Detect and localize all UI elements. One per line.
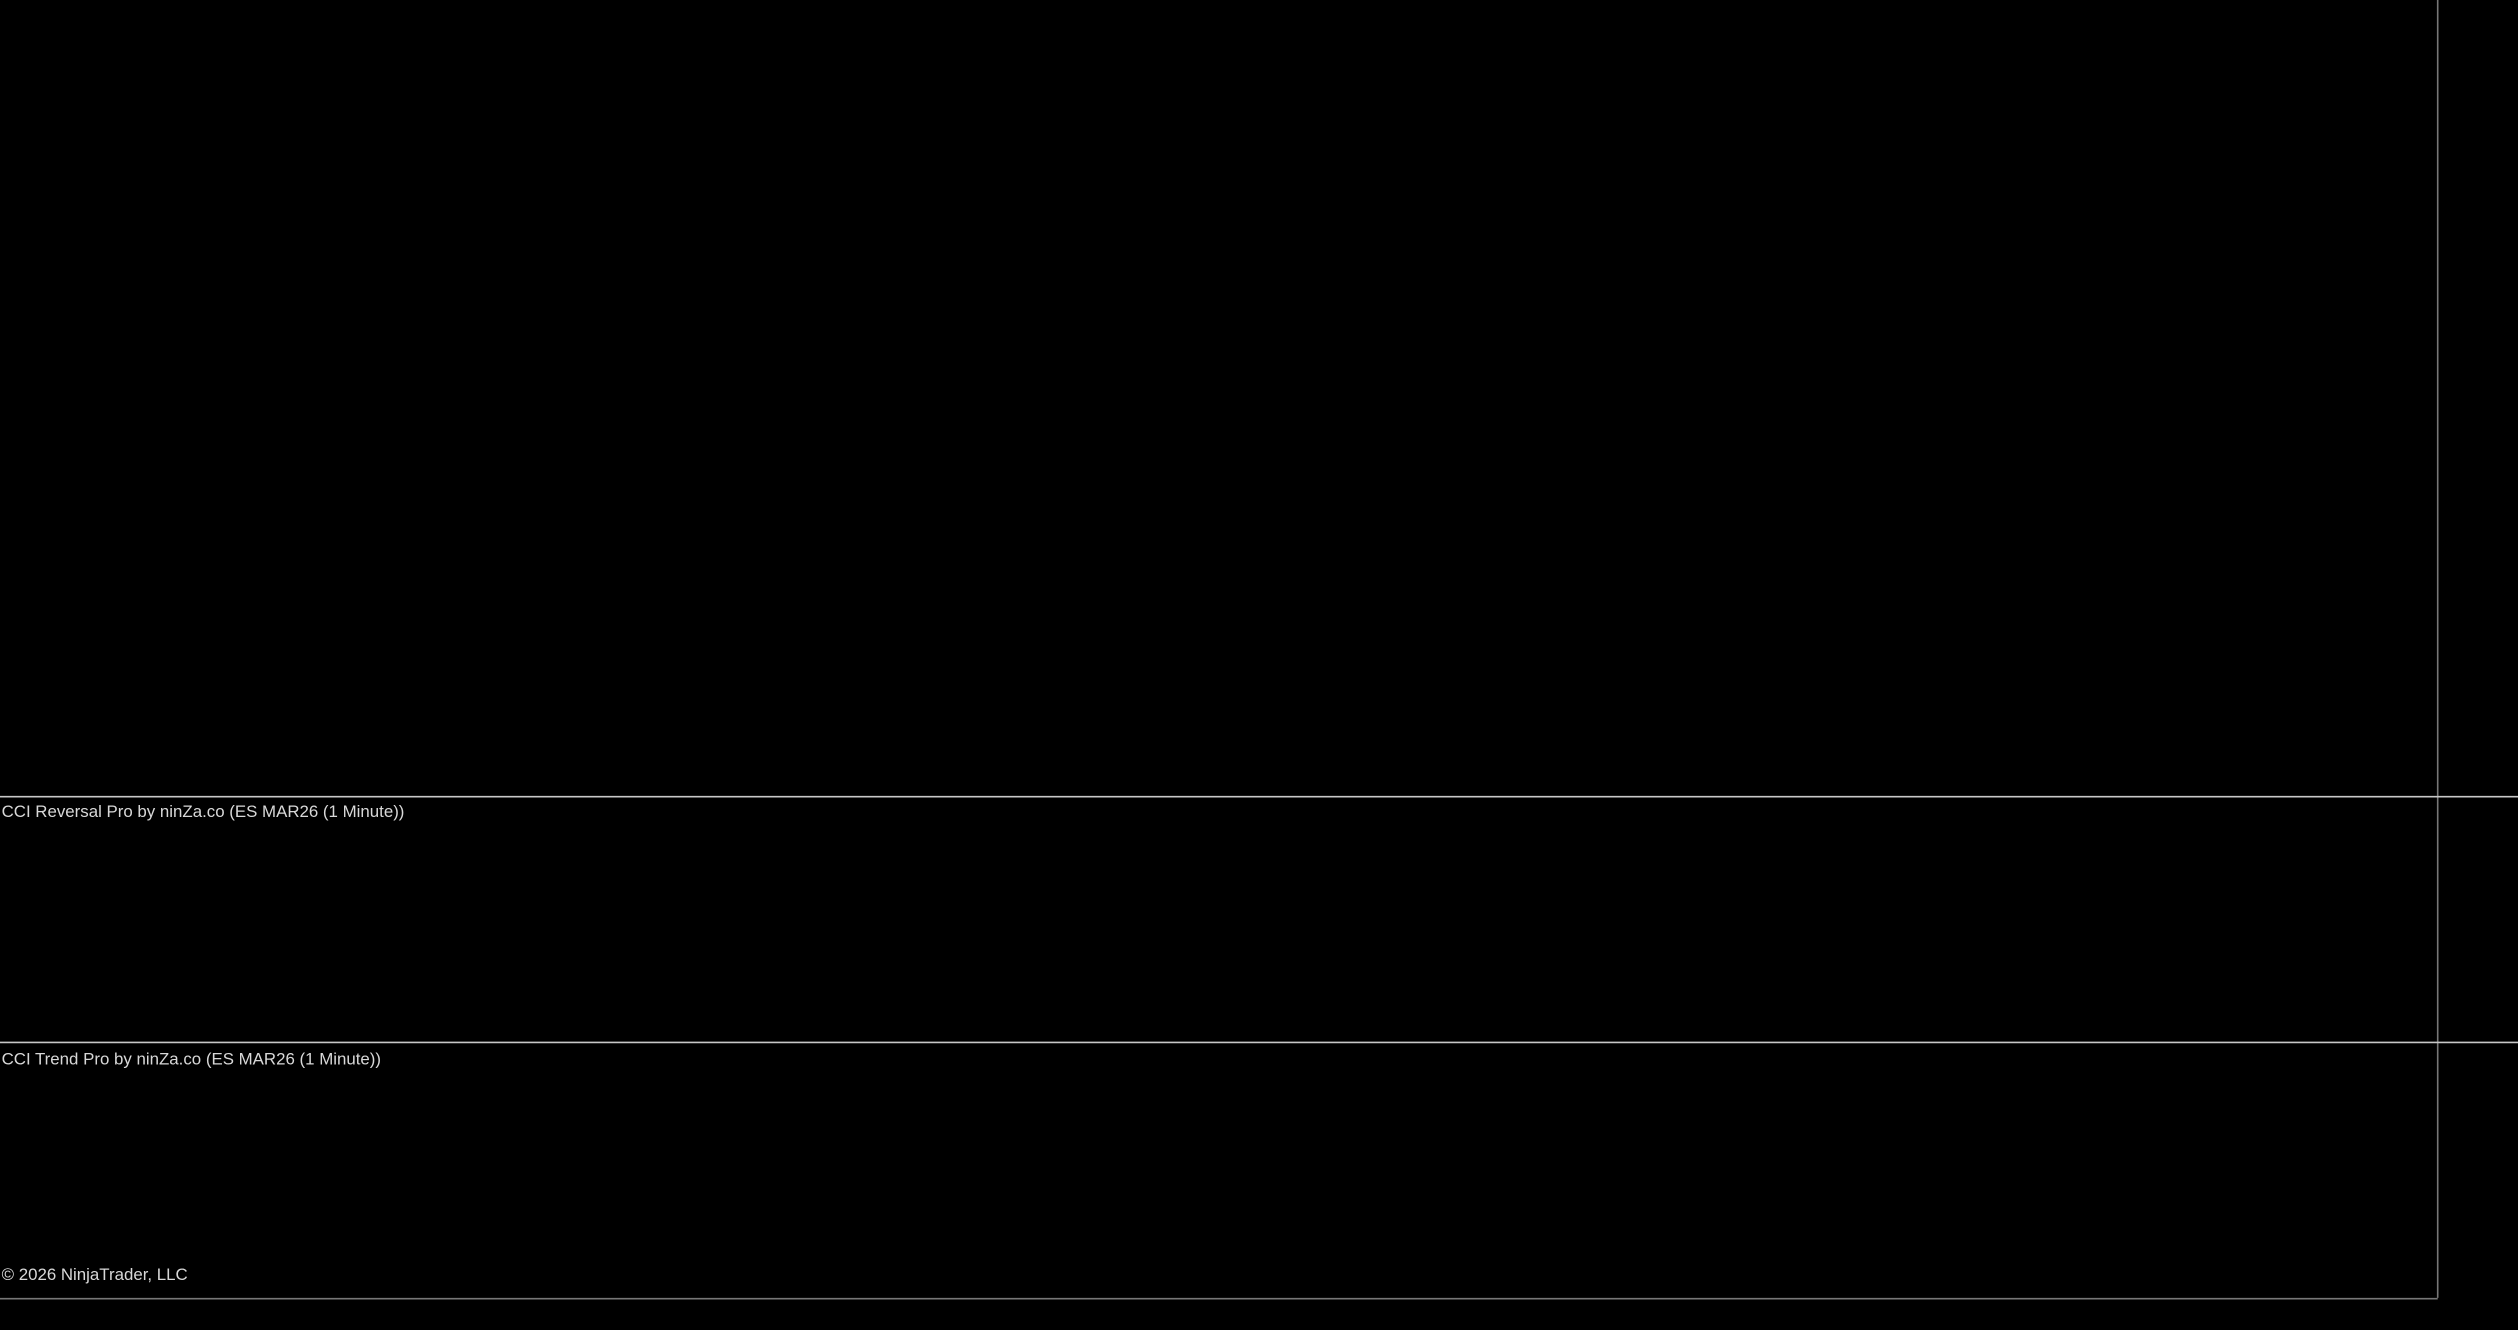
labels: CCI Reversal Pro by ninZa.co (ES MAR26 (… bbox=[2, 802, 405, 1284]
copyright: © 2026 NinjaTrader, LLC bbox=[2, 1265, 188, 1284]
axis-background bbox=[2437, 0, 2518, 1330]
pane-title: CCI Trend Pro by ninZa.co (ES MAR26 (1 M… bbox=[2, 1050, 381, 1069]
pane-title: CCI Reversal Pro by ninZa.co (ES MAR26 (… bbox=[2, 802, 405, 821]
